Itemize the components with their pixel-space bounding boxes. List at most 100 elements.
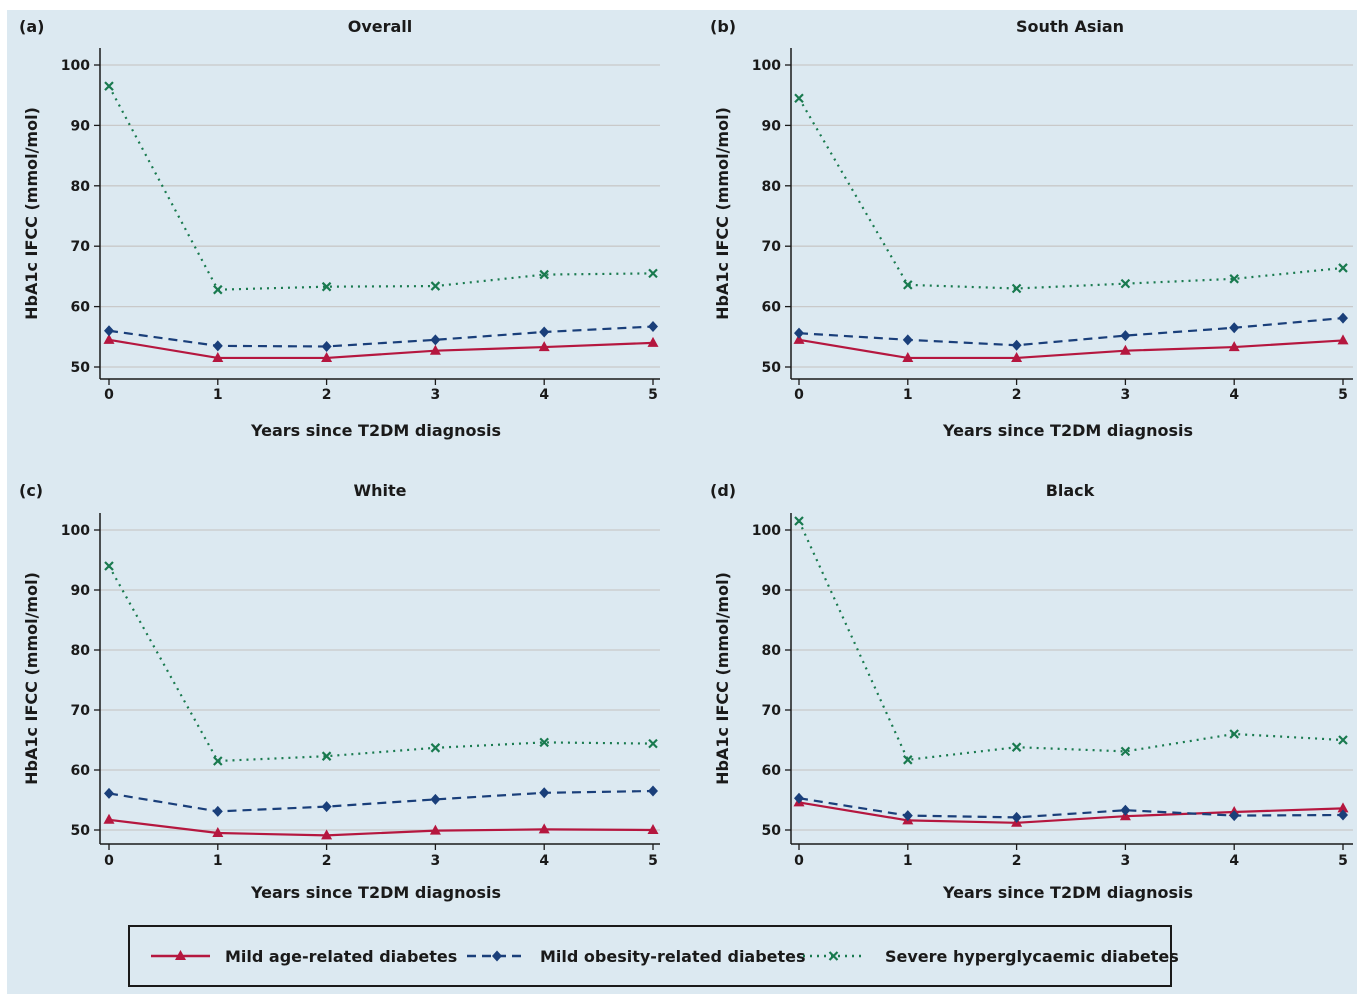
x-marker [828,951,839,961]
y-tick-label: 80 [762,179,782,195]
series-line [798,797,1344,819]
triangle-marker [1337,802,1349,813]
x-marker [321,281,332,292]
x-marker [1229,274,1239,284]
legend-label: Mild obesity-related diabetes [540,947,806,966]
panel-d: (d) Black 50 60 70 80 90 100 0 1 2 3 4 5 Years since T… [710,481,1353,902]
legend: Mild age-related diabetes Mild obesity-re… [128,925,1179,987]
series-line [798,97,1344,290]
x-marker [1011,742,1022,752]
y-tick-label: 90 [762,583,782,599]
series-line [108,565,654,763]
series-line [108,325,654,348]
x-tick-label: 0 [794,853,804,869]
x-marker [903,755,913,765]
y-tick-label: 80 [71,179,91,195]
diamond-marker [104,787,114,799]
diamond-marker [648,321,658,333]
x-tick-label: 1 [903,387,913,403]
panel-c: (c) White 50 60 70 80 90 100 0 1 2 3 4 5 Years since T… [19,481,660,902]
x-tick-label: 2 [1012,853,1022,869]
x-marker [1338,735,1348,745]
x-marker [794,516,804,526]
x-axis-label: Years since T2DM diagnosis [942,421,1193,440]
y-tick-label: 90 [71,583,91,599]
diamond-marker [492,950,502,962]
diamond-marker [648,785,658,797]
y-tick-label: 50 [762,360,782,376]
panel-b: (b) South Asian 50 60 70 80 90 100 0 1 2 3 4 5 Years s… [710,17,1353,440]
x-marker [1120,746,1131,757]
x-marker [213,756,223,766]
diamond-marker [539,326,550,338]
x-marker [430,281,441,291]
diamond-marker [902,810,913,822]
panel-title: White [353,481,406,500]
x-tick-label: 4 [1229,387,1239,403]
x-axis-label: Years since T2DM diagnosis [942,883,1193,902]
triangle-marker [538,341,550,352]
x-marker [213,284,223,295]
x-marker [321,751,332,761]
y-axis-label: HbA1c IFCC (mmol/mol) [713,572,732,785]
x-axis-label: Years since T2DM diagnosis [250,421,501,440]
series-line [797,520,1344,761]
triangle-marker [175,950,186,960]
panel-label: (a) [19,17,44,36]
y-tick-label: 90 [71,118,91,134]
x-marker [430,743,441,753]
panel-label: (c) [19,481,43,500]
x-marker [539,737,549,748]
x-axis-label: Years since T2DM diagnosis [250,883,501,902]
triangle-marker [793,333,805,344]
y-tick-label: 50 [762,823,782,839]
diamond-marker [902,334,913,346]
diamond-marker [430,793,441,805]
diamond-marker [1338,312,1348,324]
diamond-marker [1011,811,1022,823]
triangle-marker [103,813,115,824]
x-tick-label: 3 [1121,853,1131,869]
y-tick-label: 100 [61,58,90,74]
y-tick-label: 70 [71,703,91,719]
triangle-marker [1337,334,1349,345]
diamond-marker [794,792,804,804]
triangle-marker [212,827,224,837]
y-axis-label: HbA1c IFCC (mmol/mol) [713,107,732,320]
y-tick-label: 60 [762,763,782,779]
x-marker [1011,283,1022,294]
series-line [108,338,654,360]
x-tick-label: 5 [1338,853,1348,869]
x-tick-label: 2 [322,853,332,869]
x-tick-label: 2 [1012,387,1022,403]
y-tick-label: 50 [71,823,91,839]
triangle-marker [321,829,333,840]
x-tick-label: 3 [1121,387,1131,403]
triangle-marker [538,823,550,834]
panel-a: (a) Overall 50 60 70 80 90 100 0 1 2 3 4 5 Years since… [19,17,660,440]
x-tick-label: 0 [104,853,114,869]
triangle-marker [321,351,333,362]
triangle-marker [103,333,115,344]
series-line [798,801,1344,824]
triangle-marker [429,344,441,355]
y-tick-label: 100 [752,523,781,539]
x-tick-label: 5 [648,387,658,403]
figure: (a) Overall 50 60 70 80 90 100 0 1 2 3 4 5 Years since… [7,10,1357,994]
y-tick-label: 100 [752,58,781,74]
diamond-marker [1120,804,1131,816]
diamond-marker [212,805,223,817]
x-marker [794,93,804,103]
y-tick-label: 70 [762,703,782,719]
y-tick-label: 80 [762,643,782,659]
triangle-marker [902,351,914,362]
y-tick-label: 70 [762,239,782,255]
triangle-marker [1228,341,1240,352]
triangle-marker [429,824,441,835]
x-marker [539,269,549,280]
triangle-marker [1011,351,1023,362]
x-marker [104,561,114,571]
y-axis-label: HbA1c IFCC (mmol/mol) [22,107,41,320]
x-tick-label: 4 [539,853,549,869]
y-tick-label: 70 [71,239,91,255]
